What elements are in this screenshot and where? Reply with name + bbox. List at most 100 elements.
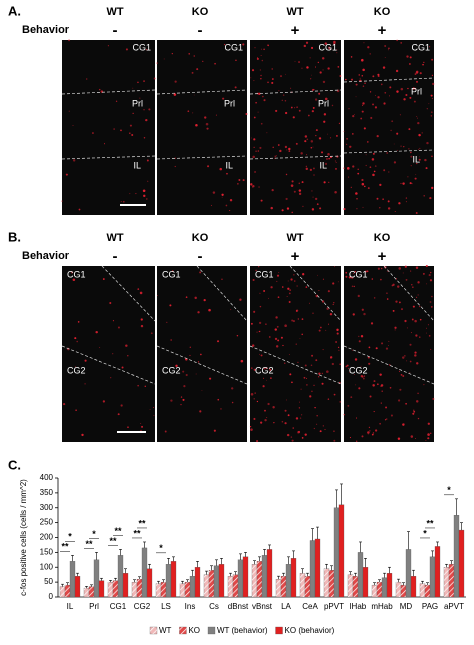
boundary	[343, 345, 435, 385]
cell-dot	[430, 306, 433, 308]
cell-dot	[355, 192, 358, 195]
cell-dot	[354, 374, 356, 376]
boundary	[249, 89, 342, 95]
cell-dot	[319, 71, 322, 74]
region-label: Prl	[224, 98, 235, 108]
region-label: Prl	[411, 86, 422, 96]
cell-dot	[263, 290, 266, 292]
region-label: CG2	[349, 365, 368, 375]
cell-dot	[394, 326, 397, 329]
cell-dot	[253, 368, 256, 371]
cell-dot	[366, 270, 369, 273]
cell-dot	[129, 193, 131, 195]
column-behavior: -	[113, 248, 118, 265]
cell-dot	[361, 435, 364, 438]
cell-dot	[251, 367, 253, 369]
cell-dot	[326, 370, 329, 373]
cell-dot	[421, 132, 423, 134]
cell-dot	[270, 286, 273, 289]
cell-dot	[74, 366, 76, 368]
cell-dot	[407, 176, 409, 178]
cell-dot	[346, 167, 350, 170]
cell-dot	[263, 48, 265, 51]
cell-dot	[72, 159, 76, 162]
bar	[69, 561, 76, 598]
cell-dot	[431, 98, 433, 100]
cell-dot	[290, 436, 293, 438]
cell-dot	[419, 72, 422, 75]
cell-dot	[304, 140, 307, 143]
cell-dot	[380, 83, 383, 86]
cell-dot	[297, 361, 299, 364]
cell-dot	[368, 426, 371, 429]
cell-dot	[419, 147, 421, 149]
cell-dot	[311, 208, 315, 211]
cell-dot	[425, 332, 427, 334]
cell-dot	[302, 273, 305, 276]
cell-dot	[327, 323, 330, 325]
cell-dot	[373, 297, 376, 299]
cell-dot	[263, 367, 266, 370]
cell-dot	[301, 333, 303, 336]
cell-dot	[400, 182, 402, 184]
cell-dot	[180, 403, 182, 406]
bar	[122, 573, 129, 598]
cell-dot	[360, 365, 362, 367]
bar	[218, 564, 225, 598]
cell-dot	[262, 377, 265, 379]
cell-dot	[285, 197, 288, 201]
cell-dot	[400, 374, 403, 376]
cell-dot	[321, 382, 324, 385]
cell-dot	[335, 341, 338, 343]
cell-dot	[274, 155, 276, 157]
bar	[261, 555, 268, 598]
cell-dot	[380, 267, 383, 270]
legend-label: WT (behavior)	[217, 626, 268, 635]
cell-dot	[372, 103, 374, 106]
cell-dot	[416, 116, 418, 118]
cell-dot	[362, 377, 365, 380]
cell-dot	[202, 60, 204, 62]
cell-dot	[132, 87, 134, 89]
cell-dot	[376, 383, 379, 386]
cell-dot	[415, 266, 419, 270]
y-tick-label: 250	[40, 518, 54, 527]
cell-dot	[432, 397, 435, 401]
cell-dot	[286, 207, 290, 210]
cell-dot	[193, 55, 195, 57]
cell-dot	[297, 430, 301, 434]
bar	[357, 552, 364, 598]
cell-dot	[413, 100, 416, 103]
cell-dot	[260, 354, 263, 357]
cell-dot	[408, 128, 411, 131]
cell-dot	[234, 86, 237, 89]
legend-hatch	[150, 627, 157, 634]
cell-dot	[372, 384, 375, 387]
cell-dot	[406, 55, 409, 58]
x-tick-label: lHab	[350, 602, 367, 611]
cell-dot	[304, 433, 307, 436]
cell-dot	[379, 422, 381, 425]
cell-dot	[332, 282, 335, 285]
cell-dot	[409, 343, 412, 346]
cell-dot	[61, 200, 63, 202]
x-tick-label: pPVT	[324, 602, 344, 611]
bar	[410, 576, 417, 598]
bar	[117, 555, 124, 598]
cell-dot	[297, 318, 299, 320]
cell-dot	[308, 302, 311, 304]
cell-dot	[379, 373, 382, 376]
cell-dot	[414, 351, 417, 354]
legend-swatch	[275, 626, 283, 635]
cell-dot	[432, 82, 435, 86]
cell-dot	[350, 56, 353, 58]
cell-dot	[327, 398, 330, 400]
cell-dot	[288, 354, 290, 356]
cell-dot	[140, 429, 142, 432]
cell-dot	[75, 409, 77, 412]
cell-dot	[358, 74, 360, 76]
cell-dot	[305, 286, 308, 288]
cell-dot	[120, 200, 122, 202]
bar	[146, 568, 153, 598]
bar	[285, 564, 292, 598]
